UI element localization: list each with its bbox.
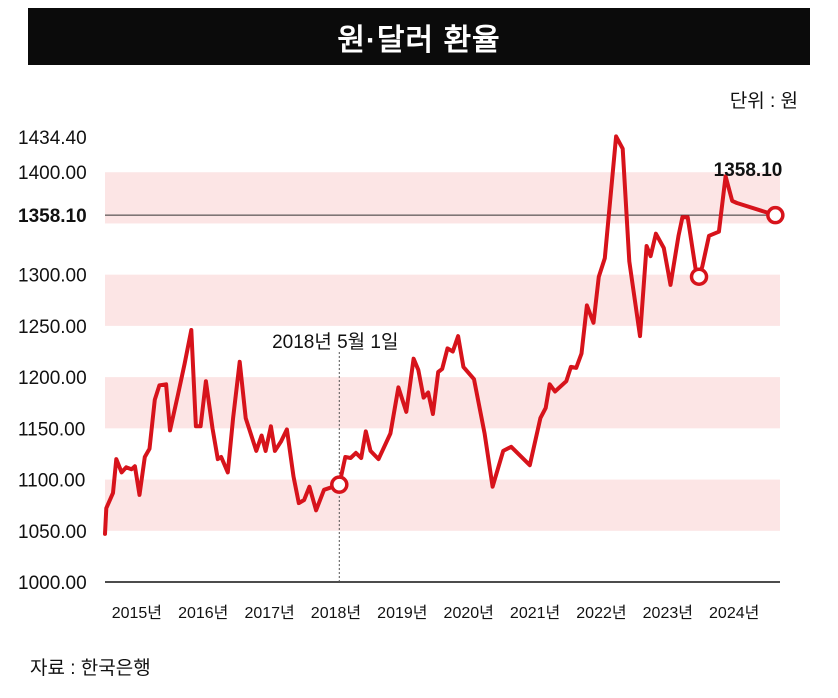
y-tick-label: 1150.00 (18, 419, 85, 440)
y-tick-label: 1300.00 (18, 266, 87, 287)
x-tick-label: 2022년 (576, 604, 626, 622)
annotations-group: 2018년 5월 1일 1358.10 (272, 160, 785, 494)
annotation-label-latest: 1358.10 (714, 160, 783, 181)
highlight-point (766, 205, 785, 225)
y-tick-label: 1358.10 (18, 206, 87, 227)
y-axis-ticks: 1000.00 1050.00 1100.00 1150.00 1200.00 1250.… (18, 128, 87, 594)
background-band (105, 274, 780, 326)
y-tick-label: 1400.00 (18, 163, 87, 184)
y-tick-label: 1250.00 (18, 317, 87, 338)
background-band (105, 172, 780, 224)
x-tick-label: 2024년 (709, 604, 759, 622)
x-tick-label: 2021년 (510, 604, 560, 622)
y-tick-label: 1100.00 (18, 471, 85, 492)
highlight-point (330, 475, 349, 494)
y-tick-label: 1050.00 (18, 522, 87, 543)
x-tick-label: 2020년 (444, 604, 494, 622)
highlight-point (689, 267, 709, 286)
x-axis-ticks: 2015년 2016년 2017년 2018년 2019년 2020년 2021년 2022년… (112, 604, 760, 622)
series-line (103, 134, 778, 536)
x-tick-label: 2023년 (643, 604, 693, 622)
y-tick-label: 1434.40 (18, 128, 87, 149)
annotation-label-date: 2018년 5월 1일 (272, 331, 398, 353)
x-tick-label: 2016년 (178, 604, 228, 622)
background-band (105, 479, 780, 531)
background-band (105, 377, 780, 429)
reference-line-group (105, 214, 780, 582)
source-label: 자료 : 한국은행 (30, 658, 151, 679)
series-group (103, 134, 778, 536)
chart-title-bar: 원·달러 환율 (28, 8, 810, 65)
y-tick-label: 1200.00 (18, 368, 87, 389)
x-tick-label: 2018년 (311, 604, 361, 622)
x-tick-label: 2019년 (377, 604, 427, 622)
y-tick-label: 1000.00 (18, 573, 87, 594)
unit-label: 단위 : 원 (729, 91, 798, 112)
x-tick-label: 2017년 (244, 604, 294, 622)
x-tick-label: 2015년 (112, 604, 162, 622)
chart-title: 원·달러 환율 (337, 23, 501, 57)
